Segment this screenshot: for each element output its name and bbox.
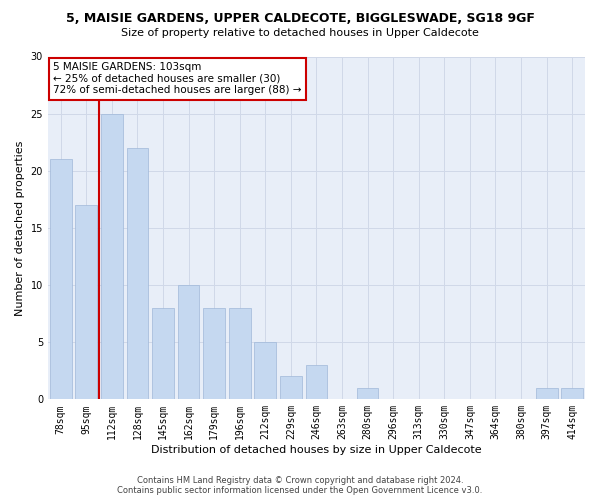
Bar (76, 205, 97, 400)
Bar (254, 342, 276, 400)
Y-axis label: Number of detached properties: Number of detached properties (15, 140, 25, 316)
Bar (305, 365, 328, 400)
Bar (101, 114, 123, 400)
X-axis label: Distribution of detached houses by size in Upper Caldecote: Distribution of detached houses by size … (151, 445, 482, 455)
Text: Size of property relative to detached houses in Upper Caldecote: Size of property relative to detached ho… (121, 28, 479, 38)
Bar (280, 376, 302, 400)
Bar (562, 388, 583, 400)
Text: 5 MAISIE GARDENS: 103sqm
← 25% of detached houses are smaller (30)
72% of semi-d: 5 MAISIE GARDENS: 103sqm ← 25% of detach… (53, 62, 302, 96)
Text: Contains HM Land Registry data © Crown copyright and database right 2024.
Contai: Contains HM Land Registry data © Crown c… (118, 476, 482, 495)
Text: 5, MAISIE GARDENS, UPPER CALDECOTE, BIGGLESWADE, SG18 9GF: 5, MAISIE GARDENS, UPPER CALDECOTE, BIGG… (65, 12, 535, 26)
Bar (229, 308, 251, 400)
Bar (152, 308, 174, 400)
Bar (536, 388, 557, 400)
Bar (127, 148, 148, 400)
Bar (178, 285, 199, 400)
Bar (50, 160, 71, 400)
Bar (357, 388, 379, 400)
Bar (203, 308, 225, 400)
